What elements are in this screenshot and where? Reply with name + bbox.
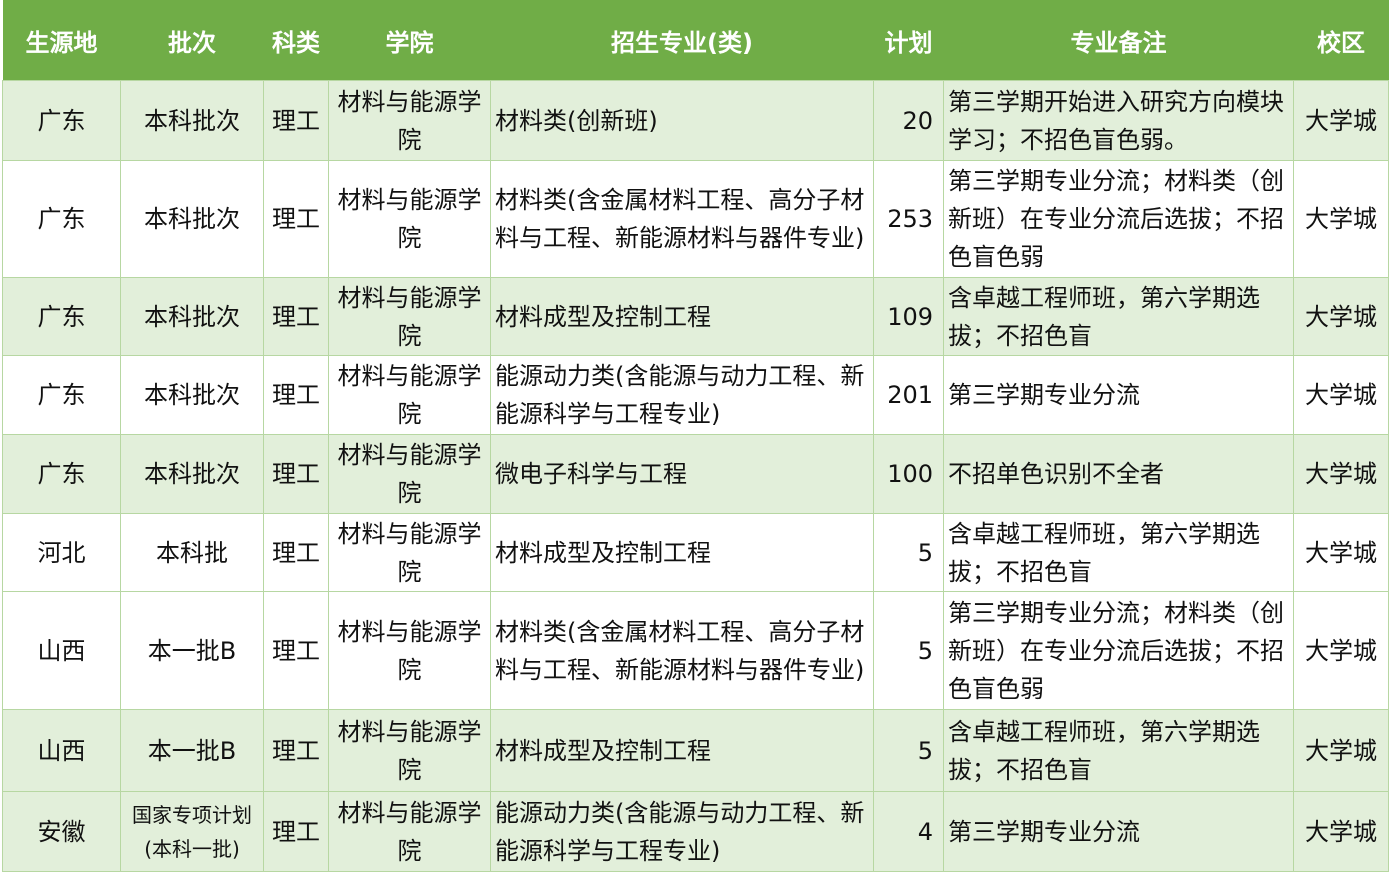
- cell-source: 广东: [2, 277, 121, 356]
- header-row: 生源地 批次 科类 学院 招生专业(类) 计划 专业备注 校区: [2, 0, 1389, 81]
- header-campus: 校区: [1293, 0, 1389, 81]
- cell-source: 广东: [2, 80, 121, 161]
- header-plan: 计划: [873, 0, 944, 81]
- cell-major: 能源动力类(含能源与动力工程、新能源科学与工程专业): [490, 355, 874, 435]
- cell-major: 材料成型及控制工程: [490, 513, 874, 592]
- cell-batch: 本科批次: [120, 434, 264, 514]
- cell-note: 第三学期专业分流；材料类（创新班）在专业分流后选拔；不招色盲色弱: [943, 591, 1294, 710]
- cell-plan: 5: [873, 591, 944, 710]
- cell-batch: 本一批B: [120, 591, 264, 710]
- header-major: 招生专业(类): [490, 0, 874, 81]
- cell-category: 理工: [263, 513, 329, 592]
- cell-campus: 大学城: [1293, 513, 1389, 592]
- cell-source: 山西: [2, 709, 121, 792]
- cell-college: 材料与能源学院: [328, 791, 491, 872]
- cell-note: 第三学期专业分流；材料类（创新班）在专业分流后选拔；不招色盲色弱: [943, 160, 1294, 278]
- cell-category: 理工: [263, 434, 329, 514]
- cell-source: 安徽: [2, 791, 121, 872]
- cell-batch: 本科批: [120, 513, 264, 592]
- cell-plan: 20: [873, 80, 944, 161]
- cell-note: 第三学期专业分流: [943, 355, 1294, 435]
- cell-plan: 100: [873, 434, 944, 514]
- cell-batch: 国家专项计划(本科一批): [120, 791, 264, 872]
- cell-category: 理工: [263, 160, 329, 278]
- cell-category: 理工: [263, 709, 329, 792]
- header-source: 生源地: [2, 0, 121, 81]
- table-row: 广东 本科批次 理工 材料与能源学院 材料类(含金属材料工程、高分子材料与工程、新能源材…: [2, 160, 1389, 278]
- cell-major: 能源动力类(含能源与动力工程、新能源科学与工程专业): [490, 791, 874, 872]
- cell-college: 材料与能源学院: [328, 709, 491, 792]
- cell-batch: 本一批B: [120, 709, 264, 792]
- cell-source: 山西: [2, 591, 121, 710]
- cell-campus: 大学城: [1293, 591, 1389, 710]
- cell-source: 广东: [2, 434, 121, 514]
- table-row: 广东 本科批次 理工 材料与能源学院 材料类(创新班) 20 第三学期开始进入研究方向模块学…: [2, 80, 1389, 161]
- cell-category: 理工: [263, 277, 329, 356]
- cell-college: 材料与能源学院: [328, 277, 491, 356]
- cell-category: 理工: [263, 80, 329, 161]
- cell-note: 含卓越工程师班，第六学期选拔；不招色盲: [943, 513, 1294, 592]
- cell-plan: 201: [873, 355, 944, 435]
- cell-major: 材料成型及控制工程: [490, 277, 874, 356]
- cell-category: 理工: [263, 791, 329, 872]
- cell-category: 理工: [263, 591, 329, 710]
- cell-plan: 109: [873, 277, 944, 356]
- header-note: 专业备注: [943, 0, 1294, 81]
- cell-major: 材料类(含金属材料工程、高分子材料与工程、新能源材料与器件专业): [490, 160, 874, 278]
- cell-college: 材料与能源学院: [328, 513, 491, 592]
- table-row: 山西 本一批B 理工 材料与能源学院 材料类(含金属材料工程、高分子材料与工程、新能源材…: [2, 591, 1389, 710]
- cell-note: 含卓越工程师班，第六学期选拔；不招色盲: [943, 709, 1294, 792]
- cell-college: 材料与能源学院: [328, 355, 491, 435]
- cell-campus: 大学城: [1293, 355, 1389, 435]
- table-row: 河北 本科批 理工 材料与能源学院 材料成型及控制工程 5 含卓越工程师班，第六学期选拔；不…: [2, 513, 1389, 592]
- table-row: 广东 本科批次 理工 材料与能源学院 微电子科学与工程 100 不招单色识别不全者 大学城: [2, 434, 1389, 514]
- header-college: 学院: [328, 0, 491, 81]
- cell-source: 河北: [2, 513, 121, 592]
- cell-college: 材料与能源学院: [328, 434, 491, 514]
- cell-plan: 5: [873, 513, 944, 592]
- cell-campus: 大学城: [1293, 160, 1389, 278]
- cell-batch: 本科批次: [120, 80, 264, 161]
- cell-category: 理工: [263, 355, 329, 435]
- cell-major: 微电子科学与工程: [490, 434, 874, 514]
- cell-batch: 本科批次: [120, 160, 264, 278]
- cell-campus: 大学城: [1293, 80, 1389, 161]
- cell-campus: 大学城: [1293, 791, 1389, 872]
- cell-batch: 本科批次: [120, 355, 264, 435]
- header-category: 科类: [263, 0, 329, 81]
- cell-source: 广东: [2, 160, 121, 278]
- cell-plan: 5: [873, 709, 944, 792]
- cell-plan: 253: [873, 160, 944, 278]
- table-row: 山西 本一批B 理工 材料与能源学院 材料成型及控制工程 5 含卓越工程师班，第六学期选拔；…: [2, 709, 1389, 792]
- cell-note: 第三学期开始进入研究方向模块学习；不招色盲色弱。: [943, 80, 1294, 161]
- cell-major: 材料类(创新班): [490, 80, 874, 161]
- cell-major: 材料成型及控制工程: [490, 709, 874, 792]
- cell-college: 材料与能源学院: [328, 80, 491, 161]
- cell-note: 不招单色识别不全者: [943, 434, 1294, 514]
- header-batch: 批次: [120, 0, 264, 81]
- cell-note: 含卓越工程师班，第六学期选拔；不招色盲: [943, 277, 1294, 356]
- table-row: 广东 本科批次 理工 材料与能源学院 材料成型及控制工程 109 含卓越工程师班，第六学期选…: [2, 277, 1389, 356]
- cell-plan: 4: [873, 791, 944, 872]
- table-row: 安徽 国家专项计划(本科一批) 理工 材料与能源学院 能源动力类(含能源与动力工程、新能…: [2, 791, 1389, 872]
- cell-note: 第三学期专业分流: [943, 791, 1294, 872]
- cell-campus: 大学城: [1293, 709, 1389, 792]
- table-row: 广东 本科批次 理工 材料与能源学院 能源动力类(含能源与动力工程、新能源科学与工程专业…: [2, 355, 1389, 435]
- cell-major: 材料类(含金属材料工程、高分子材料与工程、新能源材料与器件专业): [490, 591, 874, 710]
- cell-campus: 大学城: [1293, 434, 1389, 514]
- cell-source: 广东: [2, 355, 121, 435]
- cell-batch: 本科批次: [120, 277, 264, 356]
- cell-college: 材料与能源学院: [328, 160, 491, 278]
- cell-college: 材料与能源学院: [328, 591, 491, 710]
- cell-campus: 大学城: [1293, 277, 1389, 356]
